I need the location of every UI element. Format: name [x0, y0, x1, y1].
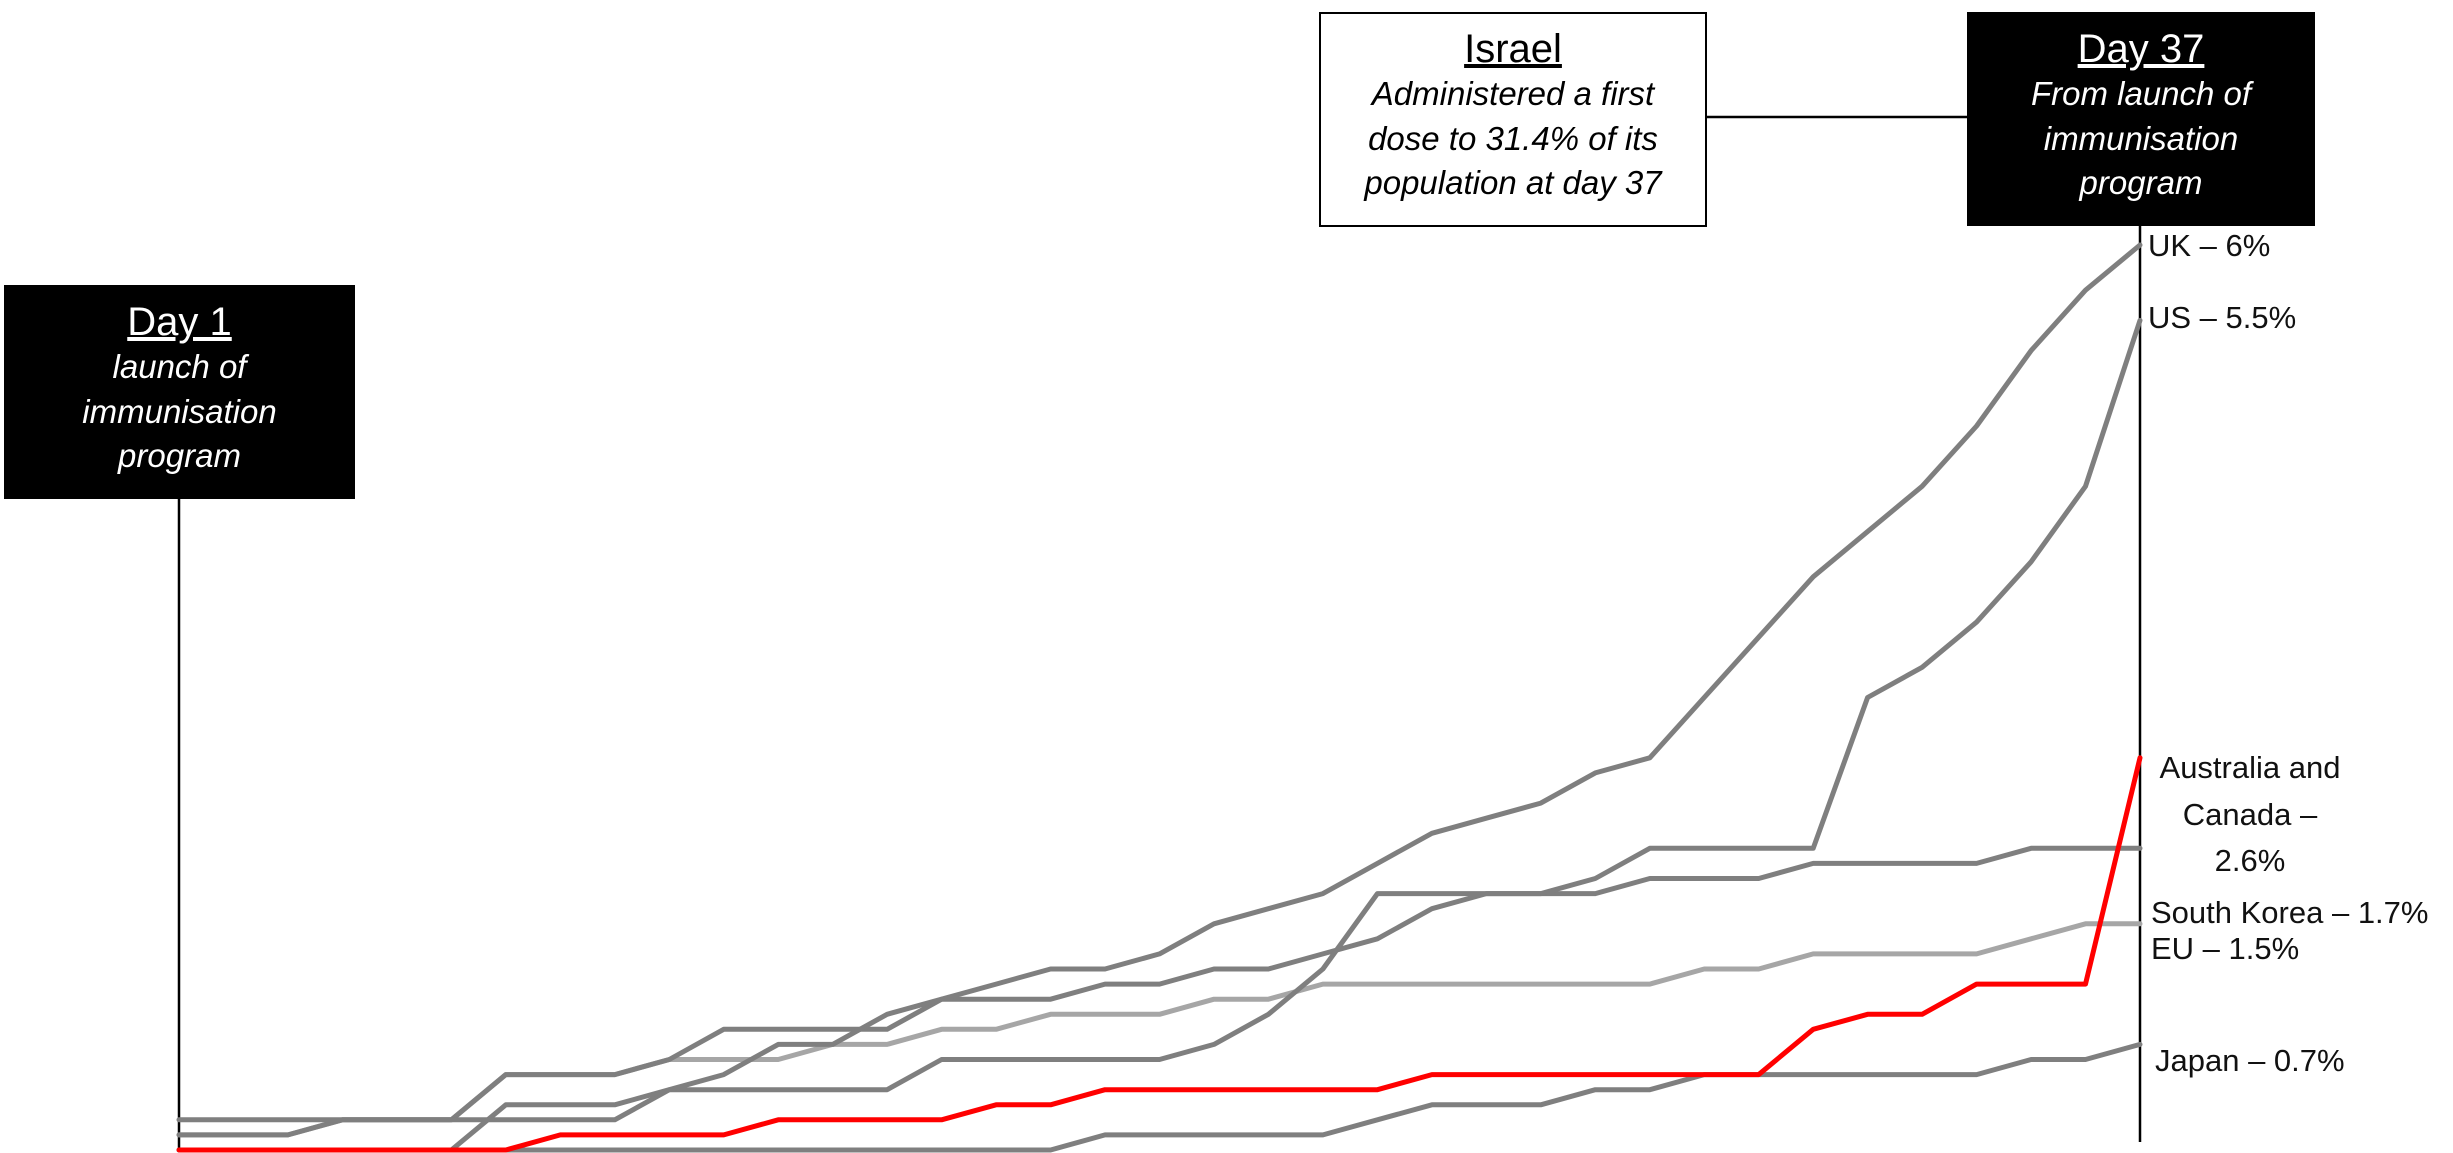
- day-37-text-line: From launch of: [2030, 75, 2252, 112]
- series-line-australia-and-canada: [176, 755, 2143, 1153]
- day-1-text-line: immunisation: [82, 392, 277, 430]
- israel-title: Israel: [1464, 27, 1562, 71]
- day-37-title: Day 37: [2077, 27, 2205, 71]
- day-37-callout: Day 37 From launch of immunisation progr…: [1967, 12, 2315, 226]
- day-37-text-line: immunisation: [2043, 119, 2239, 157]
- series-label-australia-canada: Australia and Canada – 2.6%: [2159, 750, 2341, 878]
- series-line-south-korea: [176, 845, 2143, 1138]
- israel-text-line: Administered a first: [1371, 75, 1655, 112]
- day-1-text-line: program: [118, 437, 241, 475]
- series-label-uk: UK – 6%: [2148, 228, 2271, 263]
- israel-text-line: dose to 31.4% of its: [1368, 119, 1658, 157]
- series-line-uk: [176, 242, 2143, 1153]
- series-label-eu: EU – 1.5%: [2151, 931, 2300, 966]
- israel-callout: Israel Administered a first dose to 31.4…: [1319, 12, 1707, 227]
- series-lines: [176, 242, 2143, 1153]
- series-line-us: [176, 317, 2143, 1123]
- series-label-japan: Japan – 0.7%: [2155, 1043, 2345, 1078]
- israel-text-line: population at day 37: [1364, 164, 1662, 202]
- series-label-south-korea: South Korea – 1.7%: [2151, 895, 2429, 930]
- day-1-callout: Day 1 launch of immunisation program: [4, 285, 355, 499]
- day-1-title: Day 1: [127, 300, 232, 344]
- day-1-text-line: launch of: [112, 348, 247, 385]
- series-label-us: US – 5.5%: [2148, 300, 2297, 335]
- day-37-text-line: program: [2079, 164, 2203, 202]
